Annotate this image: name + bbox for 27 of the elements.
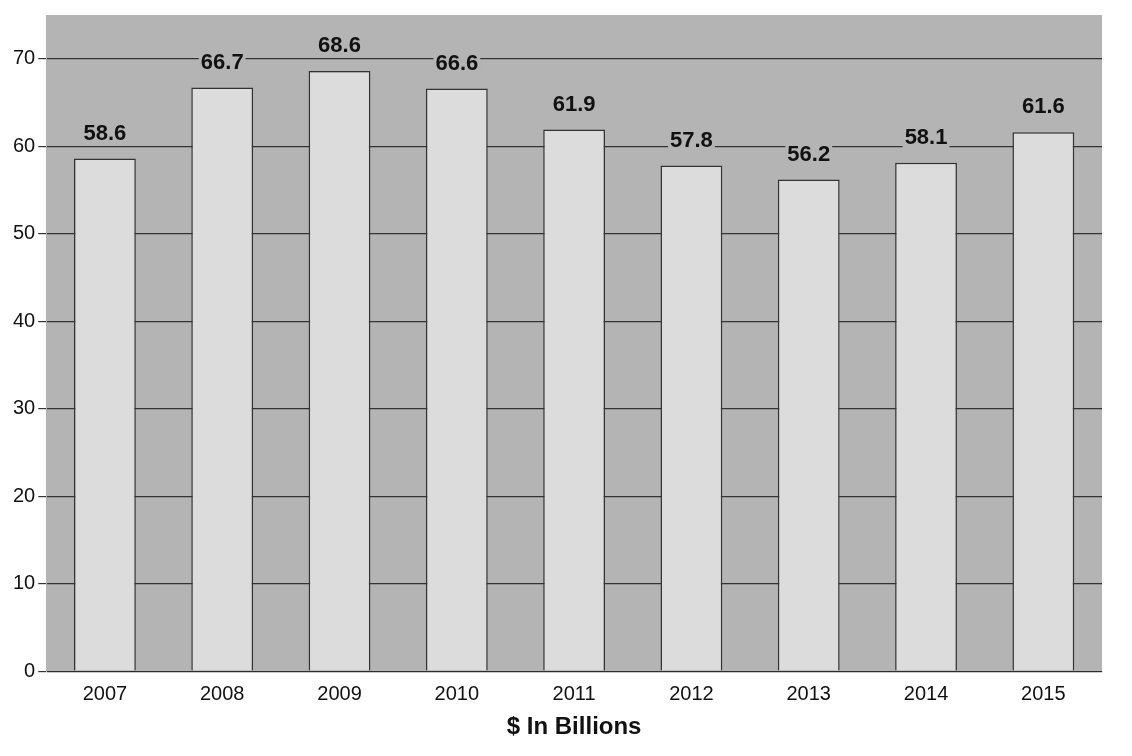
x-tick-label: 2012	[669, 681, 714, 704]
data-label: 66.7	[200, 48, 244, 74]
data-label: 58.6	[83, 119, 127, 145]
y-tick-label: 60	[13, 133, 36, 156]
data-label: 68.6	[318, 32, 361, 58]
x-tick-label: 2009	[317, 681, 362, 704]
data-label: 61.6	[1021, 93, 1065, 119]
data-label: 66.6	[435, 49, 479, 75]
x-tick-label: 2015	[1021, 681, 1066, 704]
data-label: 58.1	[904, 123, 948, 149]
x-tick-label: 2007	[82, 681, 128, 704]
x-axis-title: $ In Billions	[506, 712, 642, 740]
data-label: 57.8	[670, 126, 713, 152]
y-tick-label: 30	[13, 396, 36, 419]
x-tick-label: 2014	[903, 681, 949, 704]
y-tick-label: 70	[13, 46, 36, 69]
y-tick-label: 20	[13, 483, 36, 506]
x-tick-label: 2011	[552, 681, 596, 704]
y-tick-label: 10	[13, 571, 36, 594]
data-label: 61.9	[552, 90, 596, 116]
data-label: 56.2	[787, 140, 831, 166]
x-tick-label: 2013	[786, 681, 831, 704]
x-tick-label: 2008	[199, 681, 245, 704]
y-tick-label: 0	[24, 658, 36, 681]
y-tick-label: 50	[13, 221, 36, 244]
y-tick-label: 40	[13, 308, 36, 331]
x-tick-label: 2010	[434, 681, 480, 704]
